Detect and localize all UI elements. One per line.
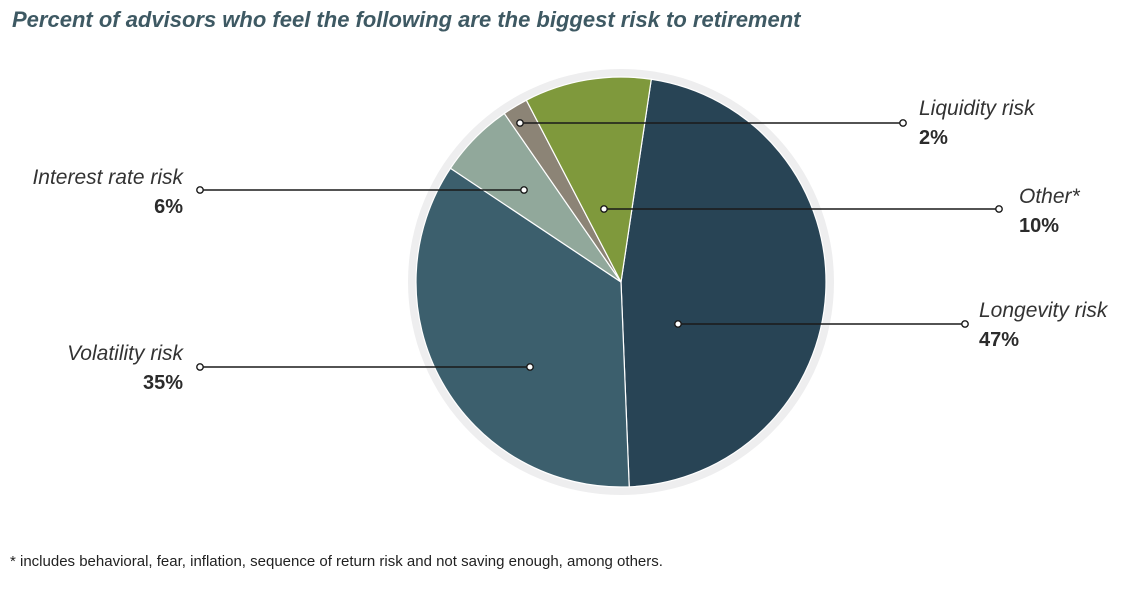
slice-label-other: Other* [1019, 185, 1081, 208]
slice-value-volatility-risk: 35% [143, 372, 183, 394]
footnote: * includes behavioral, fear, inflation, … [10, 553, 663, 570]
leader-dot-inner-interest-rate-risk [520, 186, 528, 194]
slice-label-longevity-risk: Longevity risk [979, 299, 1109, 322]
slice-value-longevity-risk: 47% [979, 329, 1019, 351]
pie-slice-longevity-risk [620, 78, 827, 488]
pie-slice-volatility-risk [415, 167, 630, 488]
leader-dot-outer-other [995, 205, 1003, 213]
slice-value-liquidity-risk: 2% [919, 127, 948, 149]
leader-dot-outer-liquidity-risk [899, 119, 907, 127]
leader-dot-inner-longevity-risk [674, 320, 682, 328]
chart-title: Percent of advisors who feel the followi… [12, 7, 801, 32]
leader-dot-outer-longevity-risk [961, 320, 969, 328]
leader-dot-inner-other [600, 205, 608, 213]
leader-dot-outer-interest-rate-risk [196, 186, 204, 194]
slice-label-interest-rate-risk: Interest rate risk [32, 166, 184, 189]
leader-dot-outer-volatility-risk [196, 363, 204, 371]
slice-value-interest-rate-risk: 6% [154, 196, 183, 218]
slice-label-volatility-risk: Volatility risk [67, 342, 184, 365]
pie-slice-other [525, 76, 652, 284]
slice-value-other: 10% [1019, 215, 1059, 237]
leader-dot-inner-volatility-risk [526, 363, 534, 371]
slice-label-liquidity-risk: Liquidity risk [919, 97, 1036, 120]
leader-dot-inner-liquidity-risk [516, 119, 524, 127]
